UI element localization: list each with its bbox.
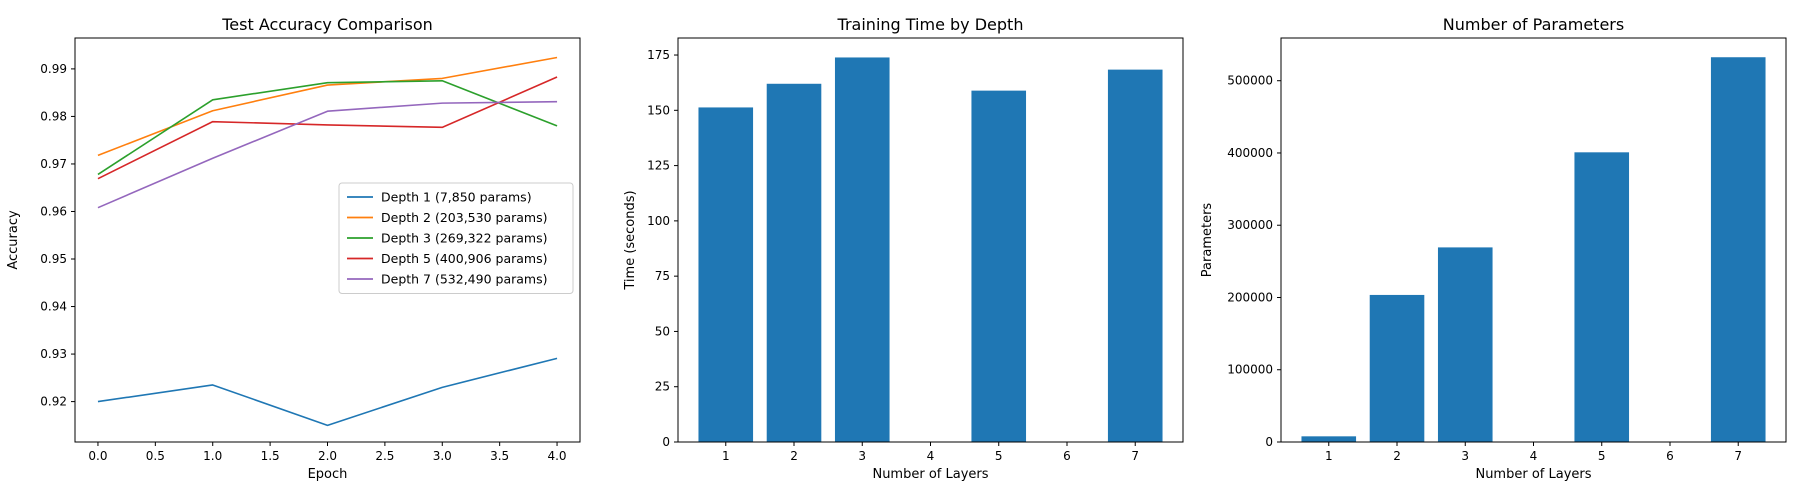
x-tick-label: 4 [927, 449, 935, 463]
y-tick-label: 75 [655, 269, 670, 283]
y-tick-label: 175 [647, 48, 670, 62]
lines [97, 56, 558, 427]
y-axis: 0.92 0.93 0.94 0.95 0.96 0.97 0.98 0.99 Accuracy [6, 62, 75, 409]
x-tick-label: 6 [1063, 449, 1071, 463]
bars [698, 57, 1163, 442]
bar-layers-1 [1301, 436, 1357, 442]
y-axis: 0 100000 200000 300000 400000 500000 Parameter… [1200, 74, 1281, 449]
y-axis: 0 25 50 75 100 125 150 175 Time (seconds) [623, 48, 678, 449]
x-axis-label: Number of Layers [1475, 467, 1591, 482]
y-tick-label: 0 [1265, 435, 1273, 449]
legend-entry: Depth 1 (7,850 params) [381, 190, 532, 205]
y-tick-label: 0.98 [40, 109, 67, 123]
y-tick-label: 25 [655, 380, 670, 394]
chart-title: Test Accuracy Comparison [221, 15, 433, 34]
y-tick-label: 0.93 [40, 347, 67, 361]
x-tick-label: 3.0 [433, 449, 452, 463]
y-tick-label: 0.99 [40, 62, 67, 76]
x-tick-label: 5 [1598, 449, 1606, 463]
axes-frame [1280, 37, 1787, 443]
bar-layers-5 [1574, 152, 1630, 442]
y-axis-label: Parameters [1200, 203, 1215, 278]
x-tick-label: 1.5 [261, 449, 280, 463]
x-tick-label: 2.5 [375, 449, 394, 463]
chart-panel-3: Number of Parameters 1 2 3 4 5 6 7 Number of Lay… [1200, 15, 1787, 482]
x-tick-label: 2 [1393, 449, 1401, 463]
bar-layers-5 [971, 90, 1027, 442]
chart-title: Number of Parameters [1443, 15, 1624, 34]
bar-layers-2 [766, 83, 822, 442]
x-tick-label: 1 [1325, 449, 1333, 463]
y-tick-label: 0.95 [40, 252, 67, 266]
chart-title: Training Time by Depth [837, 15, 1024, 34]
y-tick-label: 150 [647, 103, 670, 117]
x-tick-label: 0.0 [88, 449, 107, 463]
y-tick-label: 0 [662, 435, 670, 449]
x-axis-label: Epoch [308, 467, 348, 482]
x-tick-label: 5 [995, 449, 1003, 463]
legend-box [338, 182, 574, 294]
x-tick-label: 0.5 [146, 449, 165, 463]
bars [1301, 57, 1766, 442]
series-line-3 [97, 79, 558, 176]
y-tick-label: 0.96 [40, 204, 67, 218]
y-tick-label: 100 [647, 214, 670, 228]
series-line-4 [97, 76, 558, 180]
y-tick-label: 50 [655, 324, 670, 338]
x-tick-label: 4.0 [547, 449, 566, 463]
y-axis-label: Time (seconds) [623, 190, 638, 290]
bar-layers-1 [698, 107, 754, 442]
x-tick-label: 3 [1461, 449, 1469, 463]
x-tick-label: 7 [1131, 449, 1139, 463]
x-tick-label: 2.0 [318, 449, 337, 463]
x-axis-label: Number of Layers [872, 467, 988, 482]
y-tick-label: 0.94 [40, 300, 67, 314]
chart-panel-2: Training Time by Depth 1 2 3 4 5 6 7 Number of L… [623, 15, 1184, 482]
y-tick-label: 300000 [1227, 218, 1273, 232]
y-tick-label: 0.92 [40, 395, 67, 409]
y-tick-label: 500000 [1227, 74, 1273, 88]
bar-layers-7 [1107, 69, 1163, 442]
bar-layers-7 [1710, 57, 1766, 442]
x-axis: 0.0 0.5 1.0 1.5 2.0 2.5 3.0 3.5 4.0 Epoch [88, 442, 567, 482]
x-tick-label: 2 [790, 449, 798, 463]
y-tick-label: 100000 [1227, 363, 1273, 377]
bar-layers-3 [1437, 247, 1493, 442]
bar-layers-3 [834, 57, 890, 442]
legend-entry: Depth 2 (203,530 params) [381, 210, 547, 225]
y-tick-label: 0.97 [40, 157, 67, 171]
x-tick-label: 6 [1666, 449, 1674, 463]
bar-layers-2 [1369, 294, 1425, 442]
x-tick-label: 1.0 [203, 449, 222, 463]
legend-entry: Depth 5 (400,906 params) [381, 251, 547, 266]
series-line-5 [97, 100, 558, 209]
legend-entry: Depth 7 (532,490 params) [381, 272, 547, 287]
x-tick-label: 1 [722, 449, 730, 463]
y-tick-label: 125 [647, 159, 670, 173]
y-tick-label: 200000 [1227, 290, 1273, 304]
y-axis-label: Accuracy [6, 210, 21, 270]
axes-frame [677, 37, 1184, 443]
x-tick-label: 3 [858, 449, 866, 463]
legend-entry: Depth 3 (269,322 params) [381, 231, 547, 246]
x-axis: 1 2 3 4 5 6 7 Number of Layers [1325, 442, 1742, 482]
chart-panel-1: Test Accuracy Comparison 0.0 0.5 1.0 1.5 2.0 2… [6, 15, 581, 482]
x-tick-label: 4 [1530, 449, 1538, 463]
x-axis: 1 2 3 4 5 6 7 Number of Layers [722, 442, 1139, 482]
x-tick-label: 3.5 [490, 449, 509, 463]
y-tick-label: 400000 [1227, 146, 1273, 160]
x-tick-label: 7 [1734, 449, 1742, 463]
series-line-1 [97, 357, 558, 427]
legend: Depth 1 (7,850 params) Depth 2 (203,530 p… [338, 182, 574, 294]
